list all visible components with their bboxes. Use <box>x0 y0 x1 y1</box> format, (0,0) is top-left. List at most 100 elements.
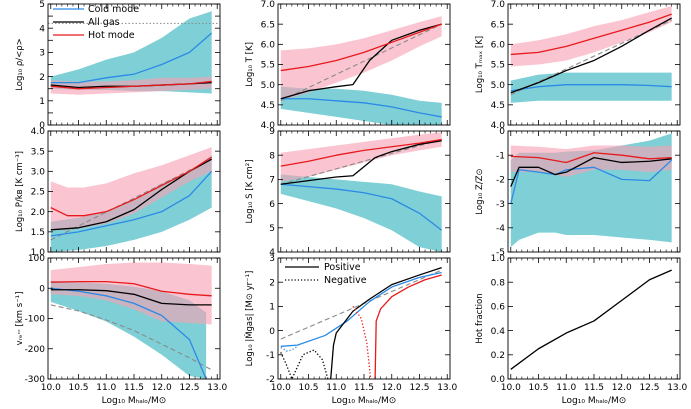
x-axis-label: Log₁₀ Mₕₐₗₒ/M⊙ <box>332 396 397 406</box>
y-tick-label: -3 <box>496 200 505 210</box>
y-tick-label: 4 <box>269 248 275 258</box>
plot-area <box>48 11 220 95</box>
x-tick-label: 12.0 <box>382 383 402 393</box>
y-tick-label: -4 <box>496 224 505 234</box>
x-tick-label: 10.0 <box>501 383 521 393</box>
y-tick-label: 6.0 <box>491 41 506 51</box>
series-hot-mode <box>280 138 442 167</box>
y-tick-label: 3.0 <box>31 168 46 178</box>
plot-area <box>510 6 672 103</box>
y-axis-label: Hot fraction <box>475 293 485 343</box>
y-tick-label: 8 <box>269 151 275 161</box>
band-hot-mode <box>280 16 442 101</box>
y-tick-label: -1 <box>496 151 505 161</box>
plot-area <box>50 262 212 379</box>
y-tick-label: 7.0 <box>491 0 506 10</box>
x-axis-label: Log₁₀ Mₕₐₗₒ/M⊙ <box>102 396 167 406</box>
x-tick-label: 11.0 <box>96 383 116 393</box>
legend-all-label: All gas <box>88 17 120 28</box>
y-tick-label: -300 <box>25 375 46 385</box>
y-tick-label: 5.0 <box>491 81 506 91</box>
y-tick-label: 3.5 <box>31 147 45 157</box>
x-tick-label: 11.5 <box>354 383 374 393</box>
y-axis-label: Log₁₀ ρ/<ρ> <box>15 38 25 91</box>
y-tick-label: 4.5 <box>491 101 505 111</box>
plot-area <box>280 16 442 125</box>
series-hot-mode <box>510 13 672 56</box>
y-tick-label: 0.6 <box>491 303 506 313</box>
band-cold-mode <box>50 11 212 94</box>
sign-legend: Positive Negative <box>285 262 367 286</box>
legend-negative-label: Negative <box>324 275 367 286</box>
series-cold-mode <box>50 32 213 84</box>
series-all-gas <box>280 23 442 100</box>
x-tick-label: 11.5 <box>584 383 604 393</box>
y-tick-label: 3 <box>269 254 275 264</box>
series-hot-mode <box>510 152 672 164</box>
y-tick-label: 0.4 <box>491 327 506 337</box>
series-all-gas <box>280 140 442 185</box>
x-tick-label: 12.0 <box>152 383 172 393</box>
panel-metallicity: -5 -4 -3 -2 -1 0 Log₁₀ Z/Z⊙ <box>475 127 681 258</box>
y-tick-label: 6 <box>269 200 275 210</box>
plot-area <box>280 132 443 252</box>
x-tick-label: 10.5 <box>528 383 548 393</box>
y-tick-label: 4.0 <box>491 121 506 131</box>
x-tick-label: 10.0 <box>41 383 61 393</box>
series-negative-all <box>280 349 329 379</box>
y-tick-label: 4.0 <box>31 127 46 137</box>
y-tick-label: 0.8 <box>491 278 506 288</box>
plot-area <box>510 269 672 370</box>
y-tick-label: 2 <box>269 278 275 288</box>
y-tick-label: 0.2 <box>491 351 505 361</box>
series-positive-all <box>330 267 442 379</box>
y-tick-label: 1.5 <box>31 228 45 238</box>
reference-line <box>280 23 442 102</box>
x-tick-label: 10.5 <box>298 383 318 393</box>
y-tick-label: 5.0 <box>261 81 276 91</box>
x-tick-label: 11.0 <box>556 383 576 393</box>
y-tick-label: 2.5 <box>31 188 45 198</box>
panel-hot-fraction: 10.0 10.5 11.0 11.5 12.0 12.5 13.0 0.0 0.2 0.4 0.6… <box>475 254 688 406</box>
y-tick-label: 7 <box>269 176 275 186</box>
series-cold-mode <box>280 98 442 118</box>
x-tick-label: 13.0 <box>207 383 227 393</box>
series-hot-mode <box>50 156 213 217</box>
band-cold-mode <box>280 86 442 125</box>
x-tick-label: 12.5 <box>179 383 199 393</box>
y-tick-label: -2 <box>496 176 505 186</box>
panel-frame <box>507 257 681 380</box>
band-cold-mode <box>510 72 672 103</box>
y-tick-label: 0 <box>39 121 45 131</box>
y-tick-label: 4.0 <box>261 121 276 131</box>
panel-density: 0 1 2 3 4 5 Log₁₀ ρ/<ρ> <box>15 0 221 131</box>
x-tick-label: 11.5 <box>124 383 144 393</box>
series-negative-hot <box>352 306 372 379</box>
y-tick-label: -2 <box>266 375 275 385</box>
panel-max-temperature: 4.0 4.5 5.0 5.5 6.0 6.5 7.0 Log₁₀ Tₘₐₓ [K] <box>475 0 681 131</box>
y-tick-label: -1 <box>266 351 275 361</box>
series-all-gas <box>510 156 672 187</box>
reference-line <box>50 304 212 371</box>
y-axis-label: Log₁₀ Tₘₐₓ [K] <box>475 36 485 93</box>
series-cold-mode <box>50 287 207 379</box>
y-tick-label: 0.0 <box>491 375 506 385</box>
panel-radial-velocity: 10.0 10.5 11.0 11.5 12.0 12.5 13.0 -300 -200 -100… <box>15 254 228 406</box>
y-axis-label: vᵣₑⵈ [km s⁻¹] <box>15 292 25 346</box>
legend-hot-label: Hot mode <box>88 30 135 41</box>
series-all-gas <box>510 269 672 370</box>
y-tick-label: 1.0 <box>491 254 506 264</box>
series-hot-mode <box>50 280 212 297</box>
y-tick-label: 6.5 <box>261 20 275 30</box>
y-tick-label: 0 <box>39 284 45 294</box>
y-tick-label: 100 <box>28 254 45 264</box>
y-tick-label: 1.0 <box>31 248 46 258</box>
x-tick-label: 13.0 <box>667 383 687 393</box>
y-tick-label: 6.5 <box>491 20 505 30</box>
y-tick-label: 5 <box>39 0 45 10</box>
y-tick-label: -100 <box>25 315 46 325</box>
y-tick-label: 7.0 <box>261 0 276 10</box>
y-tick-label: 6.0 <box>261 41 276 51</box>
y-tick-label: 9 <box>269 127 275 137</box>
